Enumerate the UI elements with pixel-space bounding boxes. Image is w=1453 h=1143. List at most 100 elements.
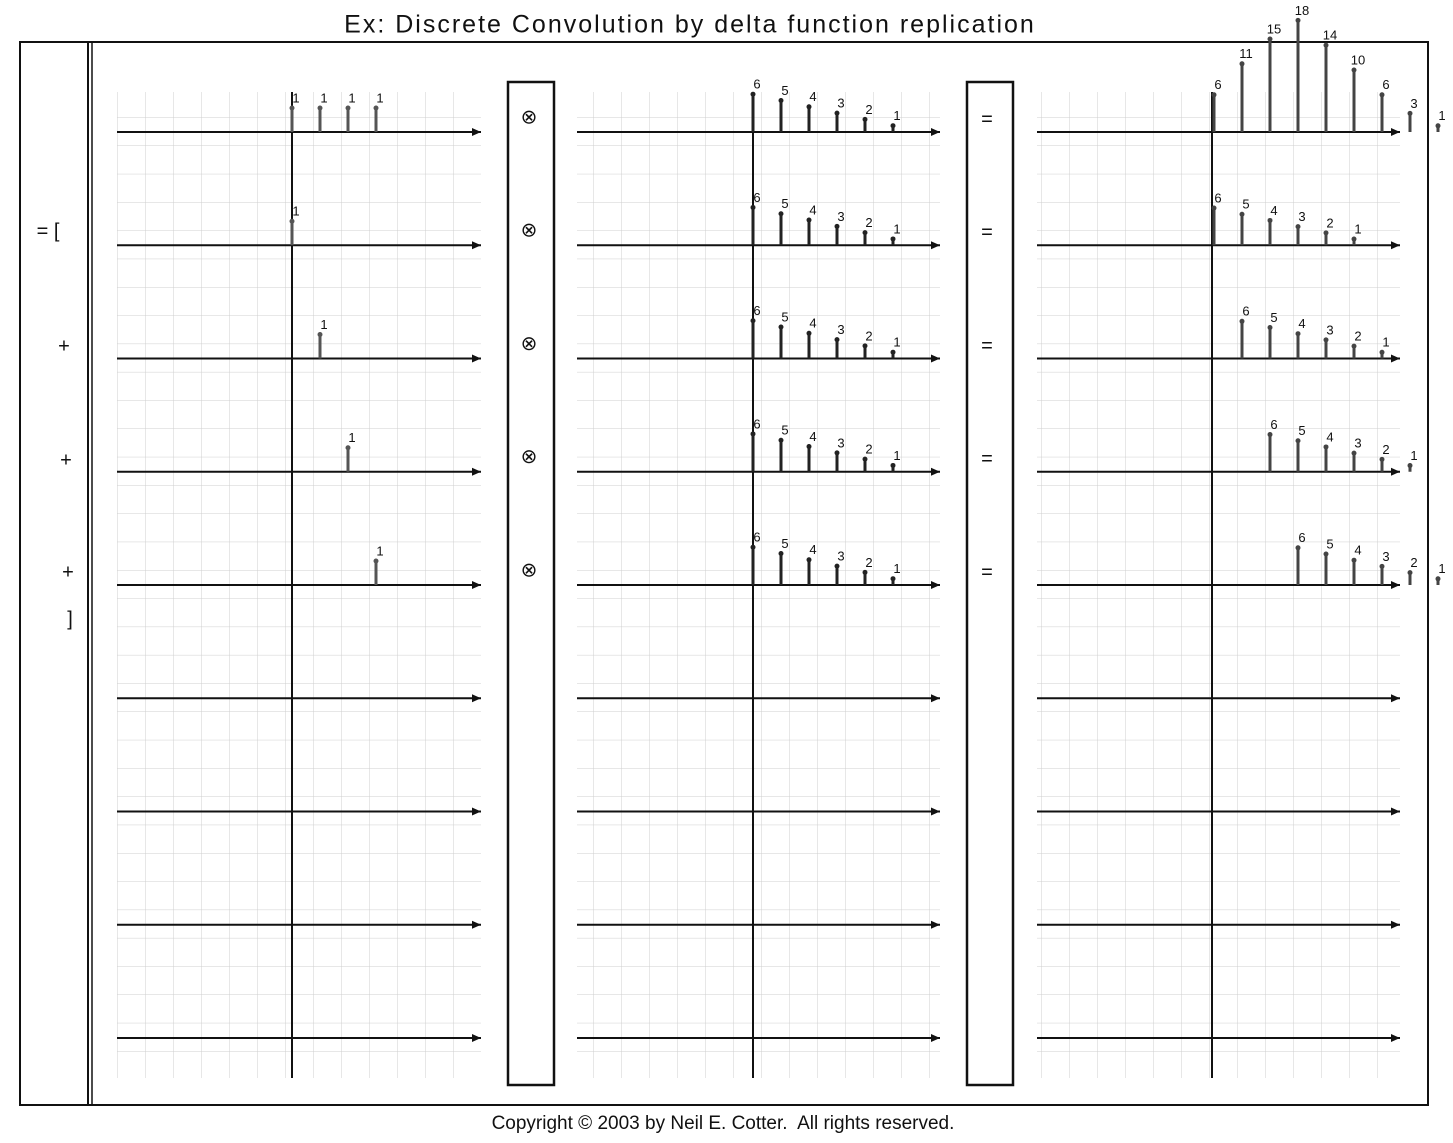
stem-dot [1351, 343, 1357, 349]
stem-label: 4 [809, 202, 816, 217]
stem-label: 5 [1298, 423, 1305, 438]
stem-label: 2 [865, 102, 872, 117]
stem-dot [750, 431, 756, 437]
stem-label: 1 [1438, 108, 1445, 123]
stem-label: 6 [1214, 77, 1221, 92]
stem-dot [345, 445, 351, 451]
title: Ex: Discrete Convolution by delta functi… [344, 11, 1036, 39]
equals: = [981, 335, 993, 357]
stem-label: 5 [781, 196, 788, 211]
arrow-head [1391, 581, 1400, 589]
arrow-head [1391, 807, 1400, 816]
stem-label: 1 [893, 108, 900, 123]
stem-dot [1351, 236, 1357, 242]
stem-dot [1267, 432, 1273, 438]
arrow-head [931, 694, 940, 703]
stem-label: 1 [893, 448, 900, 463]
stem-dot [317, 105, 323, 111]
stem-label: 6 [1382, 77, 1389, 92]
stem-label: 6 [1270, 417, 1277, 432]
stem-dot [1379, 349, 1385, 355]
stem-dot [806, 444, 812, 450]
stem-label: 1 [348, 430, 355, 445]
stem-label: 11 [1239, 46, 1253, 61]
stem-label: 5 [781, 83, 788, 98]
stem-label: 1 [1410, 448, 1417, 463]
arrow-head [472, 807, 481, 816]
stem-dot [862, 230, 868, 236]
stem-dot [1295, 331, 1301, 337]
left-symbol: + [60, 449, 72, 471]
stem-label: 6 [753, 303, 760, 318]
stem-dot [862, 116, 868, 122]
stem-dot [1239, 61, 1245, 67]
stem-label: 2 [865, 328, 872, 343]
stem-dot [806, 217, 812, 223]
stem-dot [806, 104, 812, 110]
stem-label: 2 [1326, 215, 1333, 230]
arrow-head [472, 128, 481, 136]
stem-label: 5 [1242, 197, 1249, 212]
arrow-head [1391, 1034, 1400, 1042]
equals: = [981, 561, 993, 583]
stem-dot [1435, 123, 1441, 129]
stem-dot [1323, 551, 1329, 557]
stem-label: 1 [376, 90, 383, 105]
stem-label: 3 [837, 96, 844, 111]
stem-dot [778, 437, 784, 443]
stem-label: 4 [1298, 316, 1305, 331]
stem-dot [834, 450, 840, 456]
stem-label: 1 [292, 204, 299, 219]
stem-label: 18 [1295, 3, 1309, 18]
stem-dot [373, 105, 379, 111]
arrow-head [931, 241, 940, 250]
stem-label: 2 [1354, 329, 1361, 344]
arrow-head [1391, 354, 1400, 363]
stem-dot [890, 236, 896, 242]
stem-label: 1 [320, 90, 327, 105]
stem-label: 2 [865, 215, 872, 230]
operator: ⊗ [521, 220, 538, 242]
operator: ⊗ [521, 446, 538, 468]
stem-label: 3 [1326, 322, 1333, 337]
stem-label: 5 [781, 423, 788, 438]
stem-dot [890, 123, 896, 129]
left-symbol: ] [67, 608, 73, 630]
stem-label: 1 [1354, 221, 1361, 236]
stem-label: 4 [809, 316, 816, 331]
arrow-head [1391, 467, 1400, 476]
stem-label: 6 [753, 190, 760, 205]
stem-dot [1295, 224, 1301, 230]
stem-dot [1379, 92, 1385, 98]
arrow-head [931, 354, 940, 363]
arrow-head [472, 920, 481, 929]
stem-label: 3 [1382, 549, 1389, 564]
stem-dot [289, 218, 295, 224]
arrow-head [931, 467, 940, 476]
stem-label: 6 [753, 77, 760, 92]
stem-dot [834, 337, 840, 343]
stem-dot [806, 330, 812, 336]
stem-label: 4 [1354, 543, 1361, 558]
stem-label: 6 [753, 530, 760, 545]
stem-dot [1211, 205, 1217, 211]
stem-label: 5 [1270, 310, 1277, 325]
stem-dot [1267, 325, 1273, 330]
stem-dot [1323, 337, 1329, 343]
stem-dot [778, 551, 784, 556]
stem-label: 10 [1351, 52, 1365, 67]
stem-dot [1351, 67, 1357, 73]
arrow-head [1391, 241, 1400, 250]
operator-box [506, 80, 556, 1087]
arrow-head [931, 581, 940, 589]
stem-label: 4 [1326, 429, 1333, 444]
equals: = [981, 448, 993, 470]
arrow-head [472, 1034, 481, 1042]
stem-dot [834, 563, 840, 569]
stem-dot [778, 324, 784, 330]
stem-dot [1351, 450, 1357, 456]
stem-dot [778, 211, 784, 217]
frame [19, 41, 1429, 1106]
operator: ⊗ [521, 106, 538, 128]
stem-dot [1323, 42, 1329, 48]
